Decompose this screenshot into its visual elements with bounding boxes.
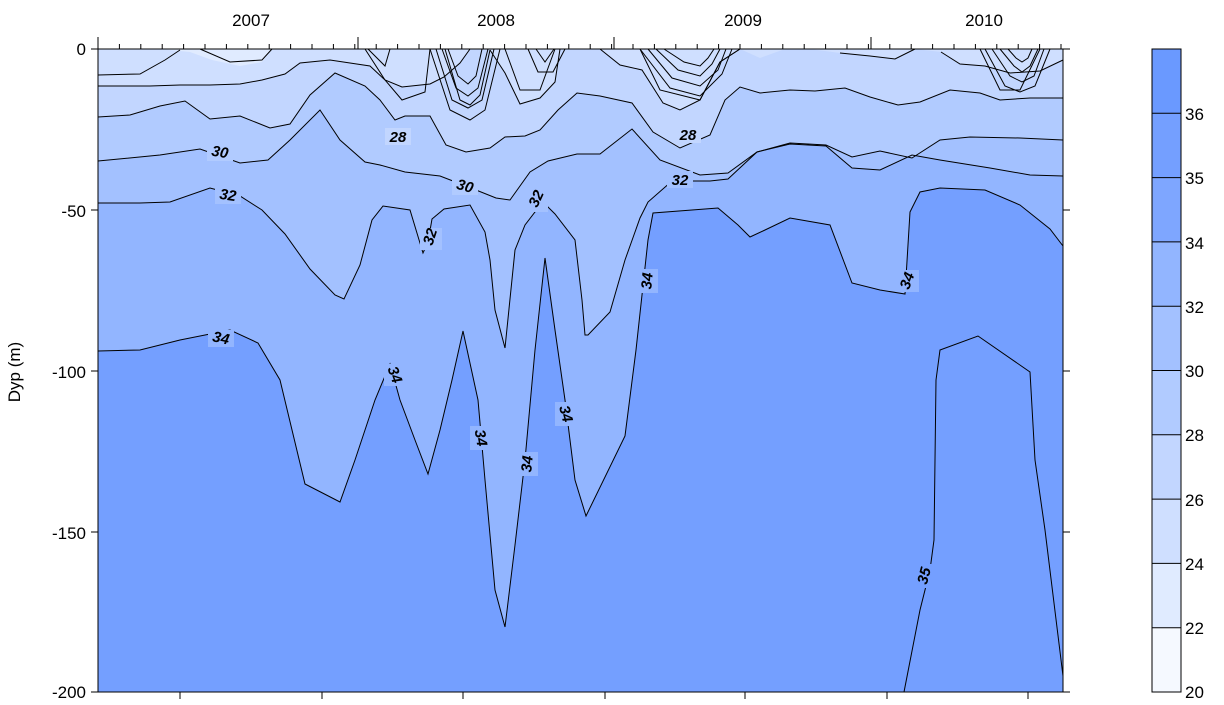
y-tick-label: 0 <box>77 40 86 59</box>
contour-line-inner-1 <box>435 48 1045 109</box>
colorbar-swatch <box>1152 627 1181 692</box>
contour-label-bg <box>420 228 442 250</box>
contour-label: 32 <box>420 226 442 248</box>
colorbar-label: 28 <box>1185 426 1204 445</box>
colorbar-swatch <box>1152 370 1181 435</box>
contour-label-bg <box>897 270 919 292</box>
plot-area <box>91 37 1070 699</box>
contour-label: 34 <box>555 404 576 425</box>
contour-label-bg <box>385 128 411 145</box>
contour-line-28 <box>97 72 1063 153</box>
year-label: 2007 <box>232 11 270 30</box>
y-axis: 0 -50 -100 -150 -200 Dyp (m) <box>5 40 86 702</box>
year-label: 2009 <box>724 11 762 30</box>
contour-label: 30 <box>210 143 230 163</box>
colorbar-label: 26 <box>1185 491 1204 510</box>
contour-label: 28 <box>679 127 697 144</box>
contour-label-bg <box>215 187 241 204</box>
contour-label: 32 <box>218 186 238 205</box>
colorbar-swatch <box>1152 177 1181 242</box>
colorbar-label: 36 <box>1185 105 1204 124</box>
contour-line-30 <box>97 109 1064 201</box>
y-tick-label: -100 <box>52 363 86 382</box>
contour-line-22 <box>367 48 1051 121</box>
contour-label: 34 <box>518 454 536 473</box>
contour-label-bg <box>915 564 935 588</box>
contour-label-bg <box>518 452 538 476</box>
region-24-26 <box>98 49 1063 110</box>
contour-line-34 <box>97 187 1064 628</box>
contour-label-bg <box>675 126 701 143</box>
colorbar-label: 35 <box>1185 169 1204 188</box>
contour-label-bg <box>555 402 575 426</box>
colorbar-labels: 20 22 24 26 28 30 32 34 35 36 <box>1185 105 1204 702</box>
contour-label: 34 <box>471 428 491 448</box>
y-tick-label: -50 <box>61 202 86 221</box>
colorbar-swatch <box>1152 306 1181 371</box>
contour-label-bg <box>470 426 490 450</box>
contour-label-bg <box>667 171 693 188</box>
contour-label: 34 <box>897 269 919 291</box>
colorbar-label: 24 <box>1185 555 1204 574</box>
colorbar-label: 20 <box>1185 683 1204 702</box>
contour-line-32 <box>98 143 1064 349</box>
colorbar-swatch <box>1152 241 1181 307</box>
contour-label: 34 <box>638 271 656 290</box>
y-tick-label: -200 <box>52 683 86 702</box>
contour-label: 32 <box>672 172 689 189</box>
colorbar-swatch <box>1152 499 1181 564</box>
contour-label-bg <box>208 330 234 347</box>
contour-line-24 <box>97 48 1041 106</box>
colorbar-label: 32 <box>1185 298 1204 317</box>
contour-lines <box>97 48 1064 693</box>
year-labels: 2007 2008 2009 2010 <box>232 11 1003 30</box>
contour-label: 34 <box>384 364 406 386</box>
contour-line-inner-2 <box>441 48 1039 97</box>
contour-label: 34 <box>211 328 231 348</box>
colorbar-swatches <box>1152 49 1181 692</box>
contour-labels: 28 28 30 30 32 32 32 32 34 34 34 34 34 3… <box>207 126 935 588</box>
colorbar: 20 22 24 26 28 30 32 34 35 36 <box>1151 48 1204 702</box>
contour-label-bg <box>384 364 404 386</box>
contour-label: 32 <box>525 187 548 210</box>
contour-line-inner-3 <box>447 48 1033 85</box>
y-tick-label: -150 <box>52 524 86 543</box>
contour-label: 35 <box>914 565 935 586</box>
colorbar-frame <box>1151 48 1182 693</box>
axis-ticks <box>91 37 1070 699</box>
contour-label-bg <box>452 178 478 195</box>
colorbar-swatch <box>1152 49 1181 114</box>
y-axis-title: Dyp (m) <box>5 342 24 402</box>
colorbar-swatch <box>1152 113 1181 178</box>
year-label: 2008 <box>477 11 515 30</box>
colorbar-swatch <box>1152 434 1181 500</box>
colorbar-label: 30 <box>1185 362 1204 381</box>
contour-label-bg <box>526 190 548 212</box>
contour-label: 28 <box>389 129 407 146</box>
year-label: 2010 <box>965 11 1003 30</box>
colorbar-label: 34 <box>1185 234 1204 253</box>
contour-label: 30 <box>455 176 476 197</box>
contour-label-bg <box>207 144 233 161</box>
colorbar-swatch <box>1152 563 1181 628</box>
colorbar-label: 22 <box>1185 619 1204 638</box>
contour-label-bg <box>638 269 658 293</box>
region-22-24 <box>98 49 300 66</box>
